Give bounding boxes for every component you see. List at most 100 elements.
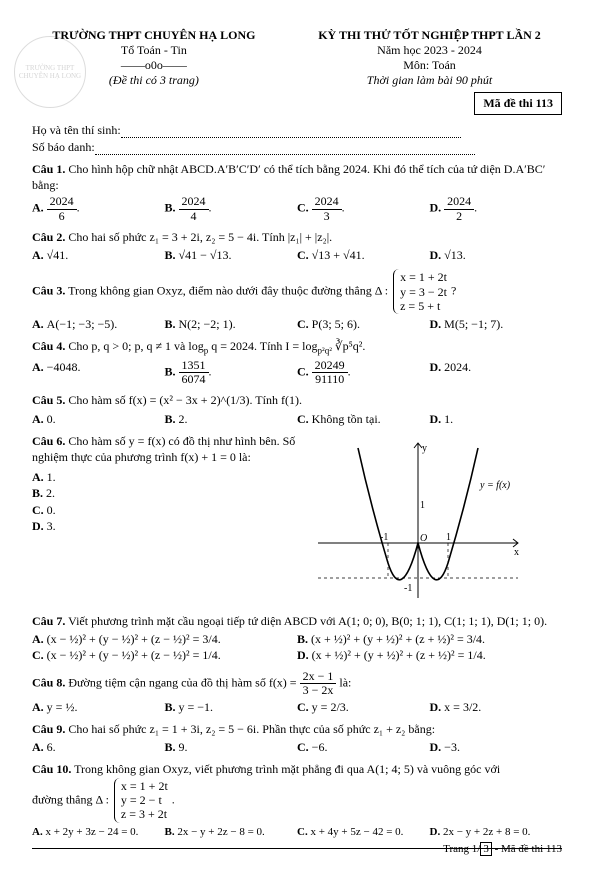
q4-b-den: 6074: [179, 373, 209, 386]
q10-c: x + 4y + 5z − 42 = 0.: [310, 826, 403, 838]
name-field: Họ và tên thí sinh:: [32, 123, 562, 138]
page-header: TRƯỜNG THPT CHUYÊN HẠ LONG Tổ Toán - Tin…: [32, 28, 562, 88]
q9-d: −3.: [444, 740, 460, 754]
q1-a-num: 2024: [47, 195, 77, 209]
question-8: Câu 8. Đường tiệm cận ngang của đồ thị h…: [32, 670, 562, 716]
q5-b: 2.: [179, 412, 188, 426]
q2-a: √41.: [47, 248, 69, 262]
q10-opt-b: B. 2x − y + 2z − 8 = 0.: [165, 825, 298, 840]
q2-opt-a: A. √41.: [32, 247, 165, 263]
q1-opt-b: B. 20244.: [165, 195, 298, 222]
footer-total: 3: [480, 842, 492, 856]
xtick-1: 1: [446, 532, 451, 543]
q3-opt-b: B. N(2; −2; 1).: [165, 316, 298, 332]
q1-opt-c: C. 20243.: [297, 195, 430, 222]
q7-opt-c: C. (x − ½)² + (y − ½)² + (z − ½)² = 1/4.: [32, 647, 297, 663]
q8-d: x = 3/2.: [444, 700, 481, 714]
q7-opt-b: B. (x + ½)² + (y + ½)² + (z + ½)² = 3/4.: [297, 631, 562, 647]
q10-label: Câu 10.: [32, 762, 71, 776]
q7-opt-d: D. (x + ½)² + (y + ½)² + (z + ½)² = 1/4.: [297, 647, 562, 663]
q2-opt-d: D. √13.: [430, 247, 563, 263]
q3-qmark: ?: [451, 283, 456, 297]
name-label: Họ và tên thí sinh:: [32, 123, 121, 137]
q3-system: x = 1 + 2t y = 3 − 2t z = 5 + t: [393, 269, 448, 314]
q6-text: Cho hàm số y = f(x) có đồ thị như hình b…: [32, 434, 295, 464]
q4-opt-c: C. 2024991110.: [297, 359, 430, 386]
ytick-m1: -1: [404, 583, 412, 594]
subject: Môn: Toán: [297, 58, 562, 73]
q1-opt-d: D. 20242.: [430, 195, 563, 222]
q9-opt-b: B. 9.: [165, 739, 298, 755]
q10-sys2: y = 2 − t: [121, 793, 168, 807]
q9-c: −6.: [312, 740, 328, 754]
q8-text1: Đường tiệm cận ngang của đồ thị hàm số f…: [68, 675, 299, 689]
q4-c-den: 91110: [312, 373, 348, 386]
q4-c-num: 20249: [312, 359, 348, 373]
q7-text: Viết phương trình mặt cầu ngoại tiếp tứ …: [68, 614, 547, 628]
q9-opt-c: C. −6.: [297, 739, 430, 755]
q1-text: Cho hình hộp chữ nhật ABCD.A′B′C′D′ có t…: [32, 162, 545, 192]
footer-post: - Mã đề thi 113: [492, 843, 562, 855]
q8-num: 2x − 1: [300, 670, 337, 684]
q3-opt-d: D. M(5; −1; 7).: [430, 316, 563, 332]
question-10: Câu 10. Trong không gian Oxyz, viết phươ…: [32, 761, 562, 839]
question-9: Câu 9. Cho hai số phức z₁ = 1 + 3i, z₂ =…: [32, 721, 562, 755]
q6-d: 3.: [47, 519, 56, 533]
q7-label: Câu 7.: [32, 614, 65, 628]
q9-opt-d: D. −3.: [430, 739, 563, 755]
name-line: [121, 125, 461, 138]
q8-opt-c: C. y = 2/3.: [297, 699, 430, 715]
q8-opt-b: B. y = −1.: [165, 699, 298, 715]
q6-a: 1.: [47, 470, 56, 484]
q6-b: 2.: [46, 486, 55, 500]
q3-a: A(−1; −3; −5).: [47, 317, 118, 331]
q4-d: 2024.: [444, 360, 471, 374]
question-2: Câu 2. Cho hai số phức z₁ = 3 + 2i, z₂ =…: [32, 229, 562, 263]
q4-b-num: 1351: [179, 359, 209, 373]
q10-opt-d: D. 2x − y + 2z + 8 = 0.: [430, 825, 563, 840]
q2-opt-c: C. √13 + √41.: [297, 247, 430, 263]
question-3: Câu 3. Trong không gian Oxyz, điểm nào d…: [32, 269, 562, 332]
q10-system: x = 1 + 2t y = 2 − t z = 3 + 2t: [114, 778, 169, 823]
q7-b: (x + ½)² + (y + ½)² + (z + ½)² = 3/4.: [311, 632, 485, 646]
q10-b: 2x − y + 2z − 8 = 0.: [177, 826, 264, 838]
q3-label: Câu 3.: [32, 283, 65, 297]
q10-sys3: z = 3 + 2t: [121, 807, 168, 821]
q5-label: Câu 5.: [32, 393, 65, 407]
q3-opt-c: C. P(3; 5; 6).: [297, 316, 430, 332]
q9-a: 6.: [47, 740, 56, 754]
q5-opt-a: A. 0.: [32, 411, 165, 427]
q1-a-den: 6: [47, 210, 77, 223]
q6-graph: y x O -1 1 1 -1 y = f(x): [308, 433, 562, 607]
q2-d: √13.: [444, 248, 466, 262]
q4-opt-d: D. 2024.: [430, 359, 563, 386]
q6-opt-c: C. 0.: [32, 502, 308, 518]
q3-opt-a: A. A(−1; −3; −5).: [32, 316, 165, 332]
q8-opt-d: D. x = 3/2.: [430, 699, 563, 715]
q4-text1: Cho p, q > 0; p, q ≠ 1 và log: [68, 339, 203, 353]
ytick-1: 1: [420, 500, 425, 511]
question-6: Câu 6. Cho hàm số y = f(x) có đồ thị như…: [32, 433, 562, 607]
q1-b-num: 2024: [179, 195, 209, 209]
school-stamp: TRƯỜNG THPT CHUYÊN HẠ LONG: [14, 36, 86, 108]
q2-label: Câu 2.: [32, 230, 65, 244]
q3-b: N(2; −2; 1).: [179, 317, 236, 331]
id-label: Số báo danh:: [32, 140, 95, 154]
q7-opt-a: A. (x − ½)² + (y − ½)² + (z − ½)² = 3/4.: [32, 631, 297, 647]
question-4: Câu 4. Cho p, q > 0; p, q ≠ 1 và logp q …: [32, 338, 562, 386]
q2-c: √13 + √41.: [312, 248, 365, 262]
q10-a: x + 2y + 3z − 24 = 0.: [45, 826, 138, 838]
q7-a: (x − ½)² + (y − ½)² + (z − ½)² = 3/4.: [47, 632, 221, 646]
q3-sys1: x = 1 + 2t: [400, 270, 447, 284]
q9-opt-a: A. 6.: [32, 739, 165, 755]
id-line: [95, 142, 475, 155]
q5-d: 1.: [444, 412, 453, 426]
q4-opt-b: B. 13516074.: [165, 359, 298, 386]
q5-text: Cho hàm số f(x) = (x² − 3x + 2)^(1/3). T…: [68, 393, 302, 407]
footer-pre: Trang 1/: [443, 843, 480, 855]
y-axis-label: y: [422, 443, 427, 454]
q5-opt-b: B. 2.: [165, 411, 298, 427]
q3-sys3: z = 5 + t: [400, 299, 447, 313]
exam-code-box: Mã đề thi 113: [474, 92, 562, 115]
x-axis-label: x: [514, 547, 519, 558]
